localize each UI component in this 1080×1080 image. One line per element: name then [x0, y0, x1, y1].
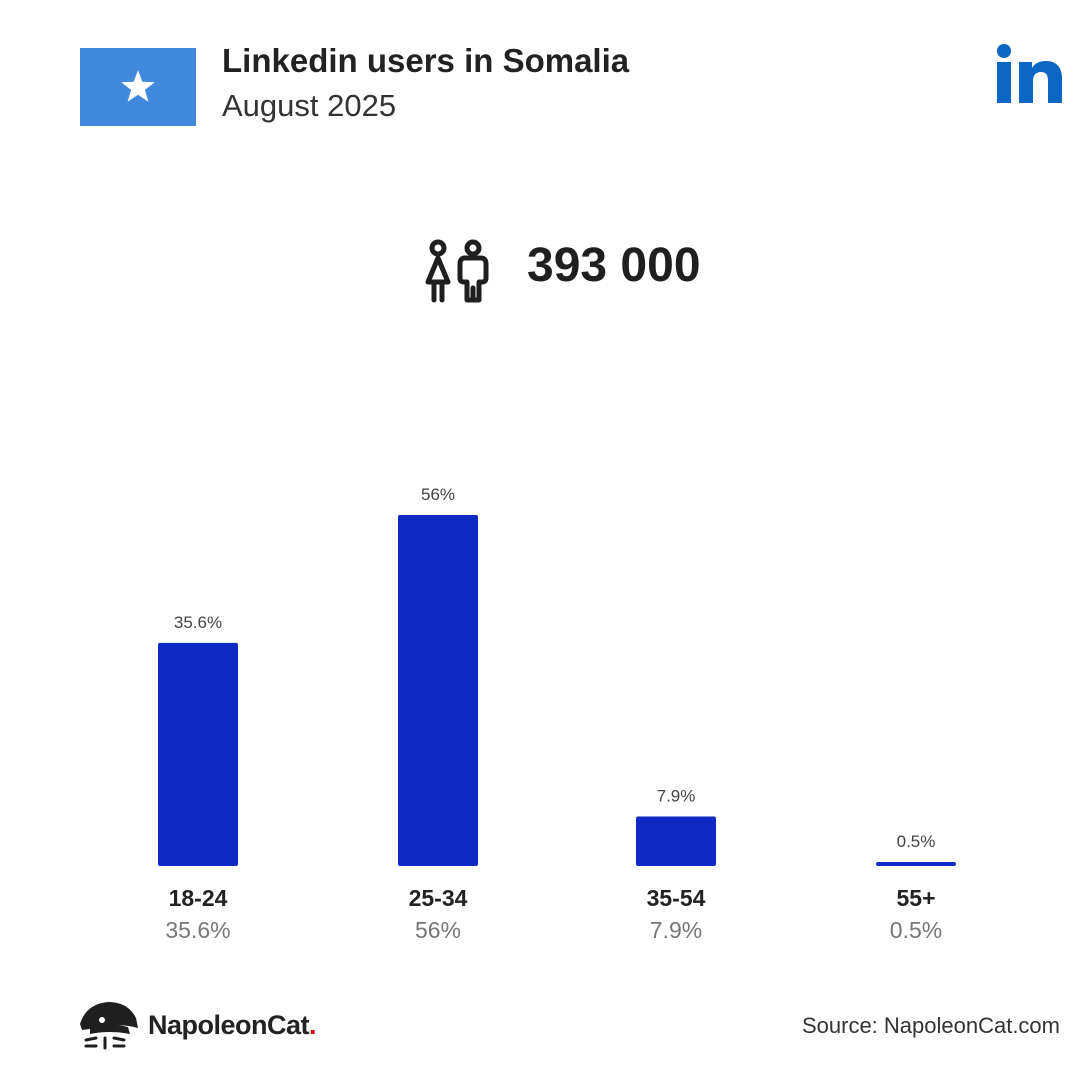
brand-dot: . — [309, 1010, 317, 1040]
bar-value-label: 7.9% — [657, 786, 696, 805]
napoleoncat-logo-icon — [80, 1002, 138, 1050]
category-percent-label: 56% — [415, 917, 461, 943]
bar-value-label: 0.5% — [897, 832, 936, 851]
source-credit: Source: NapoleonCat.com — [801, 1013, 1060, 1038]
napoleoncat-wordmark: NapoleonCat. — [148, 1010, 317, 1041]
bar-value-label: 35.6% — [174, 613, 222, 632]
bar-18-24 — [158, 642, 238, 866]
bar-55+ — [876, 862, 956, 866]
category-label: 25-34 — [409, 885, 468, 911]
bar-25-34 — [398, 515, 478, 866]
linkedin-logo-icon — [997, 44, 1062, 103]
bar-35-54 — [636, 816, 716, 866]
category-percent-label: 0.5% — [890, 917, 942, 943]
page-title: Linkedin users in Somalia — [222, 42, 630, 79]
category-percent-label: 7.9% — [650, 917, 702, 943]
total-users-value: 393 000 — [527, 239, 701, 292]
category-label: 35-54 — [647, 885, 706, 911]
page-subtitle: August 2025 — [222, 88, 397, 123]
category-label: 55+ — [896, 885, 935, 911]
category-label: 18-24 — [169, 885, 228, 911]
category-percent-label: 35.6% — [165, 917, 230, 943]
brand-name-text: NapoleonCat — [148, 1010, 310, 1040]
users-icon — [425, 239, 489, 303]
somalia-flag-icon — [80, 48, 196, 126]
age-distribution-chart: 35.6% 18-24 35.6% 56% 25-34 56% 7.9% 35-54 7.9% 0… — [158, 485, 956, 943]
bar-value-label: 56% — [421, 485, 455, 504]
